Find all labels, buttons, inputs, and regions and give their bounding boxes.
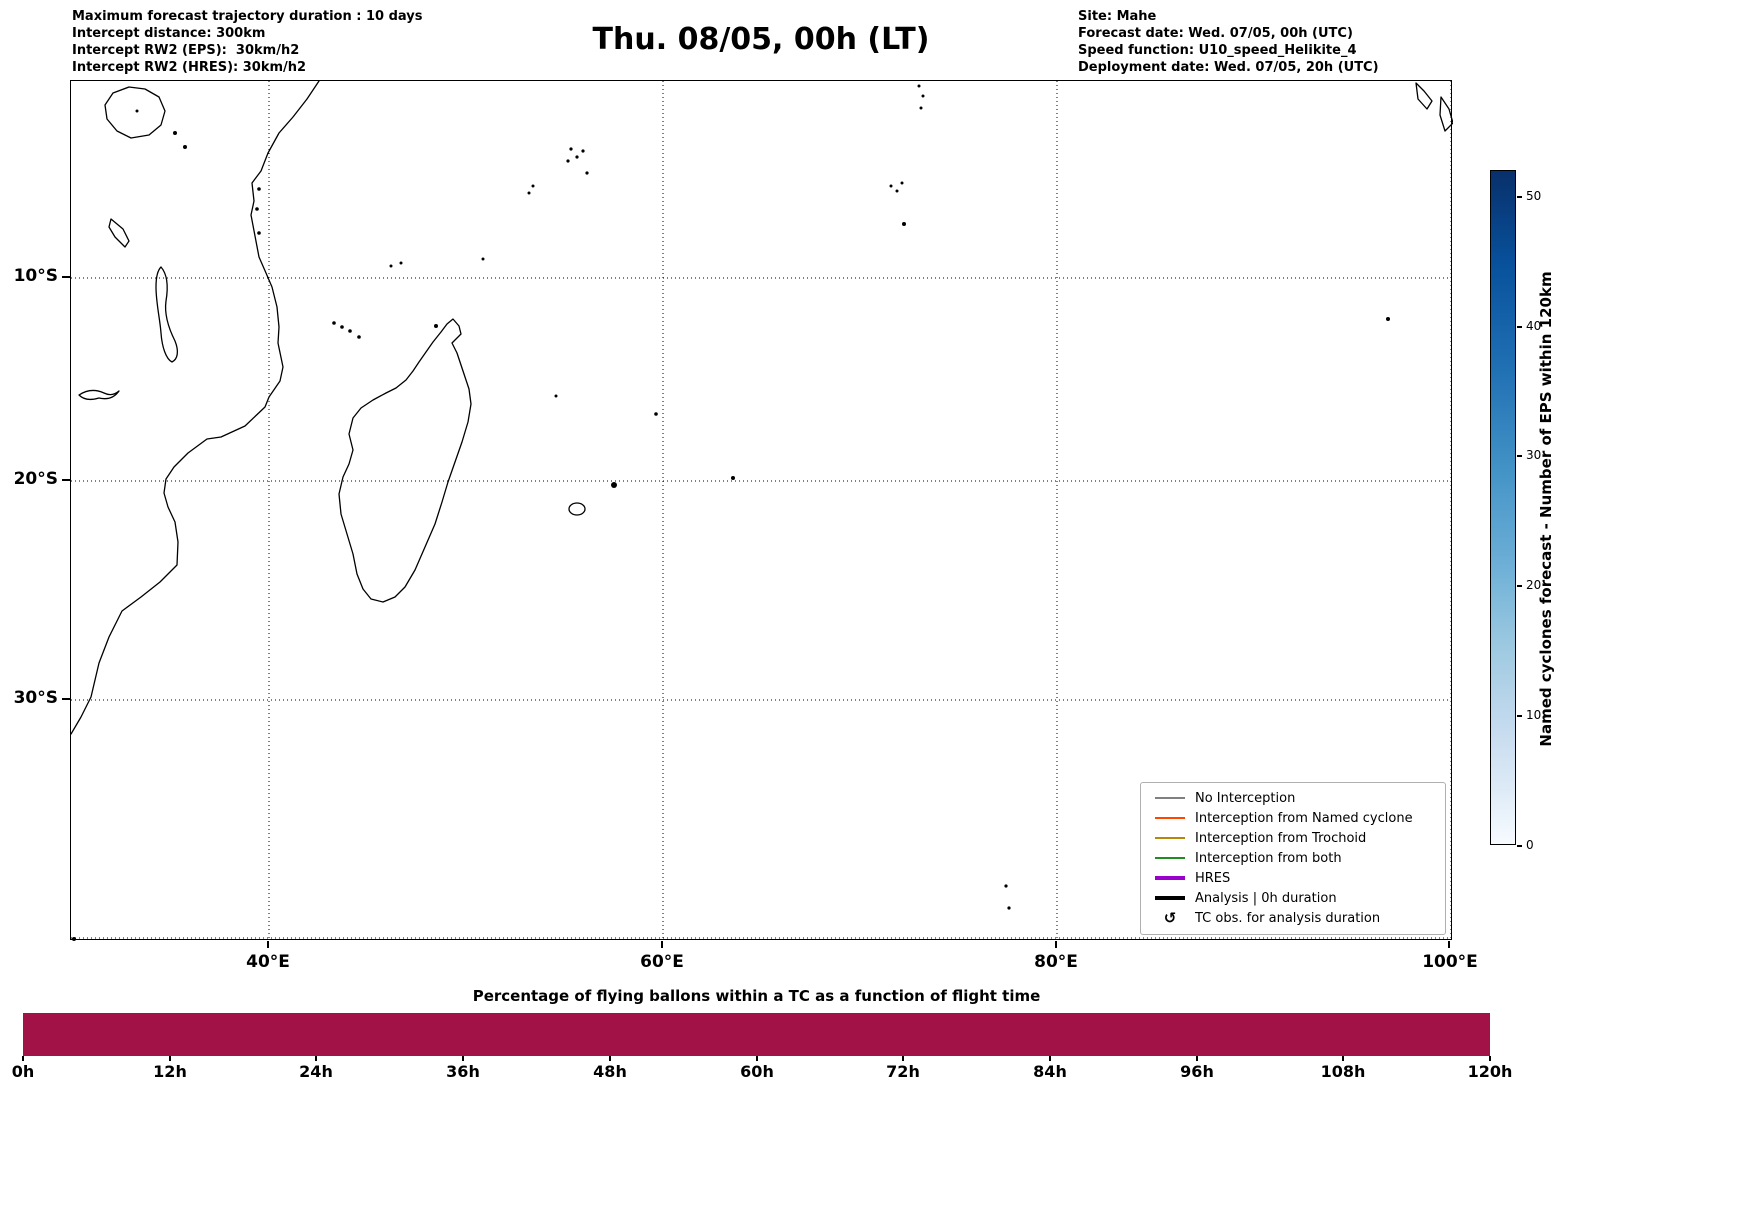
colorbar-tick <box>1517 845 1522 847</box>
y-axis-tick <box>62 479 70 481</box>
tc-obs-icon: ↺ <box>1163 909 1177 927</box>
bottom-x-tick <box>462 1056 464 1061</box>
legend-item: Interception from Named cyclone <box>1149 808 1437 828</box>
lake-rukwa <box>108 218 130 248</box>
header-left-block: Maximum forecast trajectory duration : 1… <box>72 8 423 76</box>
bottom-x-tick <box>1196 1056 1198 1061</box>
legend-item: Interception from both <box>1149 848 1437 868</box>
bottom-x-tick <box>1342 1056 1344 1061</box>
bottom-x-tick-label: 96h <box>1180 1062 1214 1081</box>
legend-item-label: Interception from Named cyclone <box>1195 810 1413 826</box>
lake-cahora-bassa <box>78 389 120 401</box>
colorbar-tick-label: 40 <box>1526 319 1542 333</box>
colorbar-tick <box>1517 585 1522 587</box>
x-axis-tick-label: 100°E <box>1422 952 1478 972</box>
bottom-chart-title: Percentage of flying ballons within a TC… <box>472 987 1041 1005</box>
colorbar-tick <box>1517 326 1522 328</box>
legend-item: Analysis | 0h duration <box>1149 888 1437 908</box>
header-left-line: Intercept RW2 (HRES): 30km/h2 <box>72 60 307 75</box>
colorbar-tick <box>1517 196 1522 198</box>
figure-title: Thu. 08/05, 00h (LT) <box>592 22 930 57</box>
lake-victoria <box>104 86 166 139</box>
map-legend: No Interception Interception from Named … <box>1140 782 1446 935</box>
header-right-line: Site: Mahe <box>1078 9 1157 24</box>
colorbar-tick-label: 10 <box>1526 708 1542 722</box>
bottom-x-tick-label: 84h <box>1033 1062 1067 1081</box>
x-axis-tick-label: 80°E <box>1034 952 1078 972</box>
legend-item-label: Analysis | 0h duration <box>1195 890 1337 906</box>
legend-item-label: No Interception <box>1195 790 1296 806</box>
bottom-x-tick-label: 48h <box>593 1062 627 1081</box>
bottom-x-tick-label: 12h <box>153 1062 187 1081</box>
colorbar-tick-label: 20 <box>1526 578 1542 592</box>
colorbar-axis-label: Named cyclones forecast - Number of EPS … <box>1537 271 1555 747</box>
legend-line-sample <box>1155 857 1185 859</box>
bottom-x-tick <box>315 1056 317 1061</box>
y-axis-tick-label: 20°S <box>13 469 58 489</box>
bottom-x-tick <box>169 1056 171 1061</box>
legend-item-label: Interception from Trochoid <box>1195 830 1367 846</box>
header-left-line: Intercept distance: 300km <box>72 26 266 41</box>
bottom-x-tick-label: 120h <box>1467 1062 1513 1081</box>
madagascar-coastline <box>338 318 472 603</box>
x-axis-tick <box>267 941 269 948</box>
bottom-x-tick <box>756 1056 758 1061</box>
x-axis-tick-label: 60°E <box>640 952 684 972</box>
x-axis-tick <box>1055 941 1057 948</box>
sumatra-fragment <box>1415 82 1433 110</box>
bottom-x-tick-label: 60h <box>740 1062 774 1081</box>
legend-line-sample <box>1155 837 1185 839</box>
y-axis-tick <box>62 698 70 700</box>
header-right-line: Forecast date: Wed. 07/05, 00h (UTC) <box>1078 26 1353 41</box>
bottom-x-tick-label: 0h <box>11 1062 35 1081</box>
coastlines <box>71 81 1453 735</box>
lake-malawi <box>155 266 179 363</box>
legend-item: HRES <box>1149 868 1437 888</box>
colorbar-tick-label: 50 <box>1526 189 1542 203</box>
colorbar-tick-label: 30 <box>1526 448 1542 462</box>
x-axis-tick-label: 40°E <box>246 952 290 972</box>
reunion-island <box>568 502 586 516</box>
legend-item-label: TC obs. for analysis duration <box>1195 910 1381 926</box>
legend-item: ↺ TC obs. for analysis duration <box>1149 908 1437 928</box>
sumatra-fragment <box>1439 96 1453 132</box>
colorbar-tick <box>1517 455 1522 457</box>
bottom-x-tick <box>1489 1056 1491 1061</box>
header-left-line: Intercept RW2 (EPS): 30km/h2 <box>72 43 300 58</box>
bottom-x-tick-label: 36h <box>446 1062 480 1081</box>
bottom-x-tick-label: 24h <box>299 1062 333 1081</box>
header-right-line: Speed function: U10_speed_Helikite_4 <box>1078 43 1357 58</box>
colorbar-tick <box>1517 715 1522 717</box>
legend-line-sample <box>1155 797 1185 799</box>
coastline-east-africa <box>71 81 320 735</box>
small-islands <box>72 84 1390 941</box>
y-axis-tick-label: 30°S <box>13 688 58 708</box>
legend-item: Interception from Trochoid <box>1149 828 1437 848</box>
colorbar-tick-label: 0 <box>1526 838 1534 852</box>
bottom-x-tick <box>609 1056 611 1061</box>
graticule <box>71 81 1453 941</box>
bottom-x-tick-label: 108h <box>1320 1062 1366 1081</box>
bottom-x-tick <box>22 1056 24 1061</box>
legend-item-label: Interception from both <box>1195 850 1342 866</box>
flight-time-bar <box>23 1013 1490 1056</box>
map-svg <box>71 81 1453 941</box>
x-axis-tick <box>1448 941 1450 948</box>
legend-item: No Interception <box>1149 788 1437 808</box>
legend-item-label: HRES <box>1195 870 1231 886</box>
header-right-block: Site: Mahe Forecast date: Wed. 07/05, 00… <box>1078 8 1379 76</box>
x-axis-tick <box>661 941 663 948</box>
bottom-x-tick-label: 72h <box>886 1062 920 1081</box>
y-axis-tick <box>62 276 70 278</box>
header-left-line: Maximum forecast trajectory duration : 1… <box>72 9 423 24</box>
legend-line-sample <box>1155 817 1185 819</box>
legend-line-sample <box>1155 896 1185 900</box>
legend-line-sample <box>1155 876 1185 880</box>
colorbar <box>1490 170 1516 845</box>
header-right-line: Deployment date: Wed. 07/05, 20h (UTC) <box>1078 60 1379 75</box>
bottom-x-tick <box>1049 1056 1051 1061</box>
y-axis-tick-label: 10°S <box>13 266 58 286</box>
bottom-x-tick <box>902 1056 904 1061</box>
